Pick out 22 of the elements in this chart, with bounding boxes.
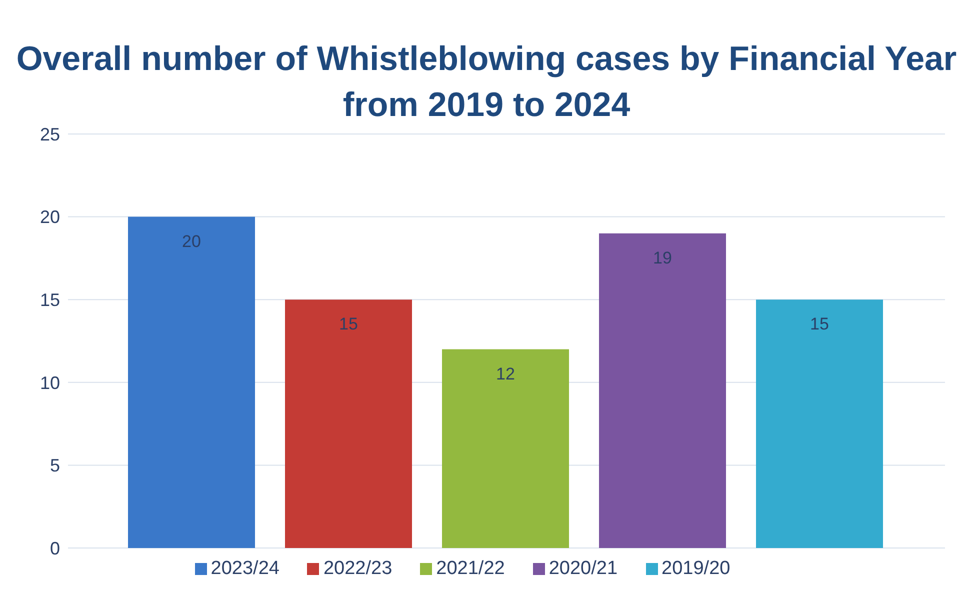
data-label: 15: [339, 314, 358, 334]
bar: [756, 300, 883, 548]
data-label: 12: [496, 364, 515, 384]
chart-title: Overall number of Whistleblowing cases by Financial Year from 2019 to 2024: [15, 39, 958, 124]
data-label: 15: [810, 314, 829, 334]
legend-label: 2023/24: [210, 558, 280, 579]
bar: [285, 300, 412, 548]
y-tick-label: 25: [40, 124, 60, 144]
bar: [442, 349, 569, 548]
y-tick-label: 5: [50, 456, 60, 476]
bar: [128, 216, 255, 548]
y-tick-label: 20: [40, 207, 60, 228]
legend-label: 2019/20: [662, 558, 730, 579]
bar: [599, 233, 726, 548]
data-label: 19: [653, 248, 672, 268]
y-tick-label: 10: [40, 372, 60, 393]
legend-label: 2021/22: [436, 558, 505, 579]
legend-label: 2022/23: [323, 558, 392, 579]
y-tick-label: 0: [50, 538, 60, 558]
y-tick-label: 15: [40, 290, 60, 310]
data-label: 20: [182, 232, 201, 251]
legend-label: 2020/21: [548, 558, 618, 579]
